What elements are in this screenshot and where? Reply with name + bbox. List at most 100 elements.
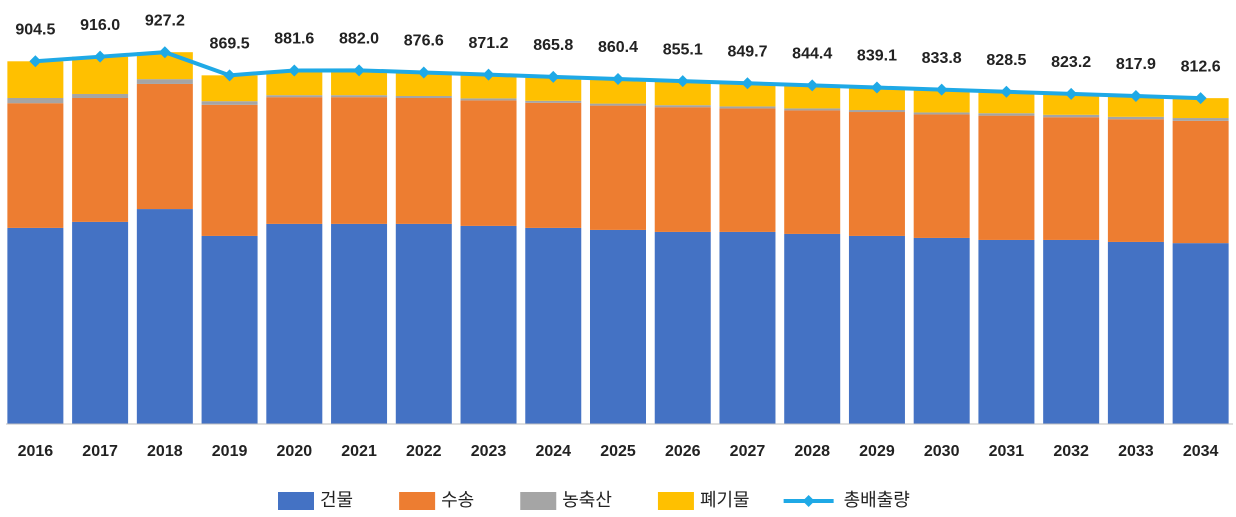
- bar-segment: [978, 239, 1035, 424]
- data-label: 833.8: [922, 50, 962, 67]
- legend-label: 건물: [320, 490, 353, 510]
- bar-segment: [525, 102, 582, 228]
- bar-segment: [1107, 119, 1164, 242]
- bar-segment: [913, 112, 970, 115]
- bar-segment: [72, 93, 129, 98]
- bar-segment: [654, 105, 711, 108]
- bar-segment: [266, 223, 323, 424]
- bar-segment: [784, 110, 841, 234]
- bar-segment: [201, 235, 258, 424]
- x-tick-label: 2027: [730, 443, 766, 460]
- bar-segment: [331, 95, 388, 98]
- x-tick-label: 2020: [277, 443, 313, 460]
- x-tick-label: 2031: [989, 443, 1025, 460]
- data-label: 871.2: [469, 35, 509, 52]
- bar-segment: [654, 231, 711, 424]
- bar-segment: [1107, 241, 1164, 424]
- data-label: 817.9: [1116, 56, 1156, 73]
- bar-segment: [978, 115, 1035, 240]
- bar-segment: [848, 235, 905, 424]
- bar-segment: [913, 114, 970, 238]
- bar-segment: [1043, 239, 1100, 424]
- legend-marker: [802, 495, 815, 507]
- bar-segment: [525, 76, 582, 101]
- bar-segment: [1043, 114, 1100, 118]
- line-marker: [612, 72, 624, 85]
- bar-segment: [201, 104, 258, 236]
- bar-segment: [1172, 98, 1229, 119]
- bar-segment: [654, 107, 711, 232]
- x-tick-label: 2028: [794, 443, 830, 460]
- data-label: 865.8: [533, 37, 573, 54]
- data-label: 855.1: [663, 41, 703, 58]
- bar-segment: [7, 227, 64, 424]
- x-tick-label: 2033: [1118, 443, 1154, 460]
- x-tick-label: 2024: [535, 443, 571, 460]
- x-tick-label: 2022: [406, 443, 442, 460]
- legend-swatch: [278, 492, 314, 510]
- bar-segment: [395, 223, 452, 424]
- bar-segment: [136, 83, 193, 210]
- bar-segment: [848, 112, 905, 236]
- bar-segment: [1043, 117, 1100, 240]
- x-tick-label: 2023: [471, 443, 507, 460]
- legend-swatch: [399, 492, 436, 510]
- data-label: 869.5: [210, 36, 250, 53]
- line-marker: [158, 46, 171, 59]
- data-label: 839.1: [857, 48, 897, 65]
- line-marker: [1194, 92, 1207, 105]
- bar-segment: [460, 100, 517, 226]
- bar-segment: [7, 103, 64, 228]
- data-label: 904.5: [15, 22, 55, 39]
- legend-swatch: [657, 492, 694, 510]
- data-label: 844.4: [792, 46, 832, 63]
- data-label: 876.6: [404, 33, 444, 50]
- x-tick-label: 2030: [924, 443, 960, 460]
- line-marker: [741, 77, 754, 90]
- line-marker: [1000, 85, 1013, 98]
- bar-segment: [590, 105, 646, 230]
- line-marker: [547, 70, 560, 83]
- bar-segment: [784, 108, 841, 111]
- bar-segment: [266, 97, 323, 224]
- bar-segment: [1172, 118, 1229, 121]
- bar-segment: [460, 98, 517, 101]
- data-label: 812.6: [1181, 58, 1221, 75]
- bar-segment: [136, 79, 193, 84]
- bar-segment: [719, 106, 776, 109]
- x-tick-label: 2016: [18, 443, 54, 460]
- bar-segment: [331, 223, 388, 424]
- data-label: 860.4: [598, 39, 638, 56]
- bar-segment: [1172, 243, 1229, 424]
- line-marker: [223, 69, 236, 82]
- legend-label: 폐기물: [700, 490, 750, 510]
- legend-label: 농축산: [562, 490, 612, 510]
- bar-segment: [7, 61, 64, 98]
- bar-segment: [201, 101, 258, 105]
- bar-segment: [590, 103, 646, 106]
- bar-segment: [848, 87, 905, 111]
- line-marker: [1065, 87, 1078, 100]
- x-tick-label: 2029: [859, 443, 895, 460]
- bar-segment: [525, 227, 582, 424]
- x-tick-label: 2026: [665, 443, 701, 460]
- data-label: 927.2: [145, 12, 185, 29]
- x-tick-label: 2017: [82, 443, 118, 460]
- bar-segment: [719, 231, 776, 424]
- bar-segment: [331, 97, 388, 224]
- bar-segment: [72, 97, 129, 222]
- line-marker: [870, 81, 883, 94]
- bar-segment: [1172, 120, 1229, 244]
- bar-segment: [395, 72, 452, 96]
- data-label: 828.5: [986, 52, 1026, 69]
- x-tick-label: 2032: [1053, 443, 1089, 460]
- bar-segment: [848, 110, 905, 113]
- data-label: 849.7: [727, 43, 767, 60]
- bar-segment: [460, 74, 517, 99]
- x-tick-label: 2034: [1183, 443, 1219, 460]
- bar-segment: [719, 83, 776, 107]
- line-marker: [482, 68, 495, 81]
- bar-segment: [1107, 96, 1164, 117]
- bar-segment: [978, 91, 1035, 114]
